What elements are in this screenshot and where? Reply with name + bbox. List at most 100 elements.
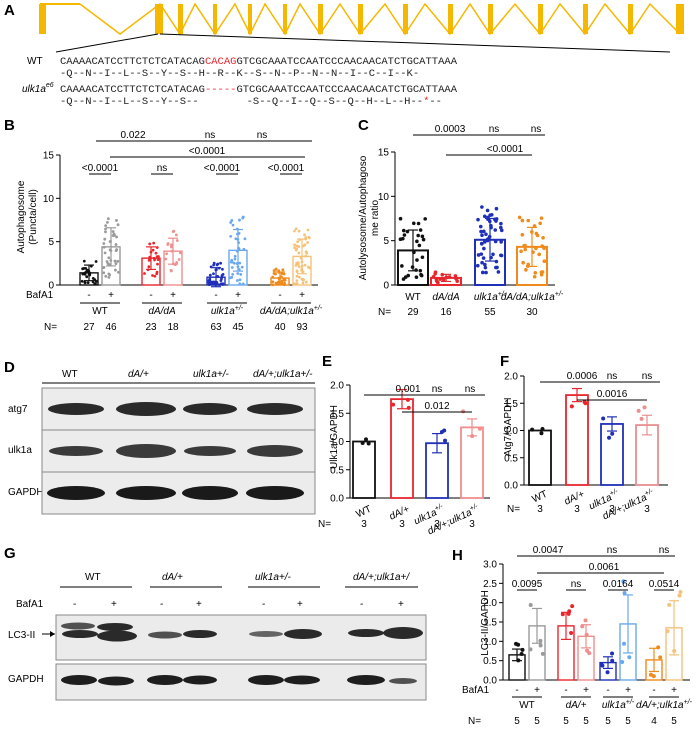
mutant-amino-acids: -Q--N--I--L--S--Y--S-- -S--Q--I--Q--S--Q-…	[60, 96, 442, 108]
bafa-label: BafA1	[462, 685, 490, 696]
stat-label: <0.0001	[189, 146, 226, 157]
data-point	[236, 232, 239, 236]
data-point	[295, 247, 299, 251]
n-label: N=	[378, 307, 391, 318]
data-point	[418, 228, 423, 232]
blot-g-row-gapdh: GAPDH	[8, 674, 44, 685]
data-point	[499, 228, 504, 233]
data-point	[220, 282, 224, 286]
panel-label-h: H	[452, 547, 463, 564]
data-point	[232, 261, 236, 265]
n-value: 55	[484, 307, 496, 318]
data-point	[441, 277, 446, 282]
data-point	[212, 272, 215, 276]
data-point	[108, 248, 112, 252]
n-label: N=	[468, 716, 481, 727]
data-point	[470, 434, 475, 439]
stat-label: <0.0001	[82, 163, 119, 174]
data-point	[665, 629, 670, 634]
y-tick-label: 15	[378, 148, 390, 159]
data-point	[169, 269, 173, 273]
data-point	[610, 431, 615, 436]
y-tick-label: 0.5	[330, 465, 344, 476]
data-point	[156, 258, 160, 262]
data-point	[215, 268, 218, 271]
data-point	[532, 274, 537, 279]
stat-label: 0.0047	[533, 545, 564, 556]
data-point	[102, 242, 106, 245]
group-label: dA/dA;ulk1a+/-	[260, 305, 323, 317]
data-point	[621, 579, 626, 584]
y-tick-label: 0	[48, 281, 54, 292]
n-value: 3	[469, 519, 475, 530]
data-point	[85, 275, 89, 279]
bafa-sign: +	[534, 685, 540, 696]
data-point	[489, 255, 493, 260]
data-point	[494, 259, 499, 264]
bafa-sign: -	[87, 290, 90, 301]
data-point	[104, 274, 108, 278]
data-point	[542, 259, 547, 264]
y-tick-label: 0.0	[330, 494, 344, 505]
bafa-sign: -	[564, 685, 567, 696]
data-point	[405, 397, 410, 402]
data-point	[156, 262, 159, 266]
data-point	[94, 260, 98, 263]
y-tick-label: 0.0	[483, 676, 497, 687]
stat-label: 0.0514	[649, 579, 680, 590]
data-point	[391, 402, 396, 407]
blot-d-row-gapdh: GAPDH	[8, 487, 44, 498]
stat-label: ns	[571, 579, 582, 590]
panel-label-a: A	[4, 2, 15, 19]
data-point	[479, 252, 484, 256]
group-label: dA/dA	[432, 292, 460, 303]
data-point	[304, 254, 308, 258]
data-point	[519, 652, 524, 657]
data-point	[179, 251, 182, 255]
blot-g: LC3-II GAPDH	[8, 614, 427, 701]
bafa-sign: +	[625, 685, 631, 696]
data-point	[106, 217, 110, 221]
data-point	[677, 593, 682, 598]
data-point	[283, 283, 286, 287]
data-point	[400, 264, 404, 268]
n-value: 30	[526, 307, 538, 318]
n-value: 46	[105, 322, 117, 333]
data-point	[482, 214, 487, 219]
data-point	[216, 274, 220, 278]
chart-h-ylabel: LC3-II/GAPDH	[480, 590, 491, 656]
data-point	[295, 279, 299, 282]
data-point	[493, 239, 498, 244]
stat-label: 0.001	[395, 384, 420, 395]
data-point	[398, 216, 403, 221]
data-point	[157, 255, 160, 258]
data-point	[496, 270, 501, 274]
data-point	[516, 642, 521, 647]
n-label: N=	[318, 519, 331, 530]
blot-g-sign: +	[196, 599, 202, 610]
data-point	[153, 274, 157, 278]
n-value: 4	[651, 716, 657, 727]
y-tick-label: 15	[43, 151, 55, 162]
data-point	[398, 237, 403, 242]
data-point	[447, 275, 452, 279]
data-point	[283, 278, 287, 282]
blot-g-group-ulk: ulk1a+/-	[255, 572, 292, 583]
data-point	[215, 280, 219, 284]
data-point	[488, 213, 492, 217]
data-point	[622, 641, 627, 646]
data-point	[207, 283, 211, 286]
data-point	[433, 272, 437, 276]
data-point	[109, 259, 113, 262]
bafa-sign: -	[515, 685, 518, 696]
data-point	[235, 227, 239, 231]
data-point	[113, 259, 117, 263]
data-point	[480, 260, 484, 265]
bar	[528, 429, 552, 486]
data-point	[238, 278, 242, 282]
data-point	[173, 263, 177, 267]
data-point	[276, 282, 280, 286]
bafa-sign: +	[170, 290, 176, 301]
data-point	[146, 268, 150, 272]
data-point	[237, 268, 241, 271]
